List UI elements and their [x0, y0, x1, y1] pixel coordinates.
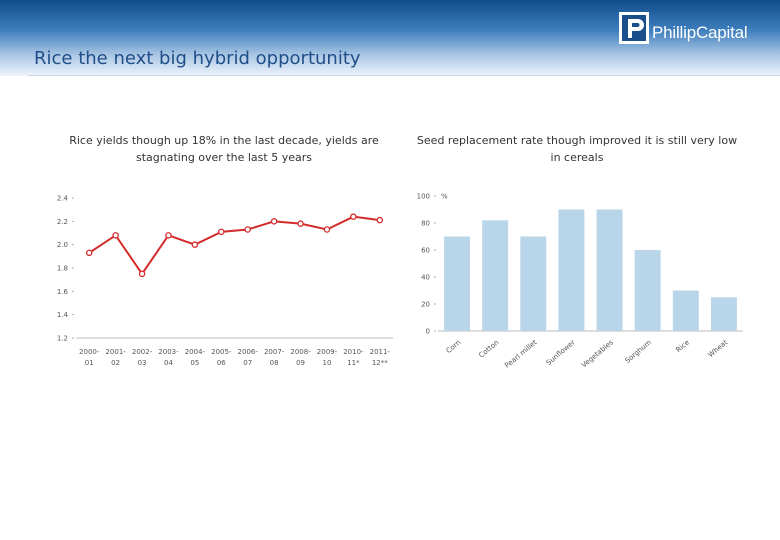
header-band	[0, 0, 780, 76]
data-point	[218, 228, 225, 236]
bar	[558, 209, 585, 331]
x-tick-label: Corn	[445, 338, 463, 355]
x-tick-label: 2007-	[264, 348, 285, 356]
data-point	[270, 218, 278, 225]
bar	[596, 209, 623, 331]
data-point	[297, 220, 304, 227]
y-tick-label: 1.2	[57, 335, 68, 343]
x-tick-label: 12**	[372, 359, 388, 367]
x-tick-label: 2009-	[317, 348, 338, 356]
x-tick-label: Rice	[674, 338, 691, 354]
x-tick-label: 02	[111, 359, 120, 367]
y-tick-label: 0	[426, 328, 430, 336]
y-tick-label: 1.4	[57, 311, 69, 319]
y-unit-label: %	[441, 193, 448, 201]
x-tick-label: 2002-	[132, 348, 153, 356]
x-tick-label: 11*	[347, 359, 360, 367]
data-point	[112, 232, 119, 239]
x-tick-label: 2011-	[370, 348, 391, 356]
x-tick-label: 05	[190, 359, 199, 367]
data-point	[191, 241, 199, 248]
data-point	[350, 213, 357, 220]
x-tick-label: Sorghum	[624, 338, 654, 365]
y-tick-label: 1.6	[57, 288, 69, 296]
x-tick-label: Pearl millet	[503, 338, 538, 370]
y-tick-label: 20	[421, 301, 430, 309]
bar	[710, 297, 737, 331]
y-tick-label: 2.2	[57, 218, 68, 226]
x-tick-label: 2001-	[105, 348, 126, 356]
data-point	[165, 232, 172, 239]
phillip-logo-icon	[619, 12, 649, 44]
y-tick-label: 100	[417, 193, 430, 201]
data-point	[244, 226, 251, 233]
x-tick-label: 2005-	[211, 348, 232, 356]
bar	[672, 290, 699, 331]
slide-title: Rice the next big hybrid opportunity	[34, 48, 361, 69]
x-tick-label: 10	[322, 359, 331, 367]
yield-chart-title: Rice yields though up 18% in the last de…	[69, 134, 379, 164]
x-tick-label: 2004-	[185, 348, 206, 356]
x-tick-label: 2000-	[79, 348, 100, 356]
x-tick-label: Vegetables	[580, 338, 615, 369]
y-tick-label: 2.0	[57, 241, 68, 249]
data-point	[85, 249, 93, 257]
x-tick-label: Wheat	[707, 338, 730, 359]
y-tick-label: 2.4	[57, 195, 69, 203]
bar	[520, 236, 547, 331]
y-tick-label: 80	[421, 220, 430, 228]
y-tick-label: 60	[421, 247, 430, 255]
logo-text: PhillipCapital	[652, 22, 748, 42]
bar	[482, 220, 509, 331]
y-tick-label: 40	[421, 274, 430, 282]
bar	[444, 236, 471, 331]
data-point	[138, 270, 146, 278]
y-tick-label: 1.8	[57, 265, 68, 273]
x-tick-label: 01	[85, 359, 94, 367]
x-tick-label: 2008-	[290, 348, 311, 356]
x-tick-label: 2010-	[343, 348, 364, 356]
x-tick-label: 2006-	[238, 348, 259, 356]
x-tick-label: 03	[138, 359, 147, 367]
data-point	[376, 216, 384, 224]
x-tick-label: 04	[164, 359, 173, 367]
x-tick-label: 2003-	[158, 348, 179, 356]
x-tick-label: Cotton	[477, 338, 500, 359]
bar	[634, 250, 661, 331]
x-tick-label: 07	[243, 359, 252, 367]
seed-chart-title: Seed replacement rate though improved it…	[416, 134, 738, 164]
x-tick-label: 06	[217, 359, 226, 367]
data-point	[323, 226, 331, 233]
series-line-rice-yield	[88, 215, 380, 276]
x-tick-label: Sunflower	[545, 338, 577, 367]
x-tick-label: 08	[270, 359, 279, 367]
header-divider	[28, 75, 780, 76]
x-tick-label: 09	[296, 359, 305, 367]
company-logo: PhillipCapital	[619, 12, 748, 44]
